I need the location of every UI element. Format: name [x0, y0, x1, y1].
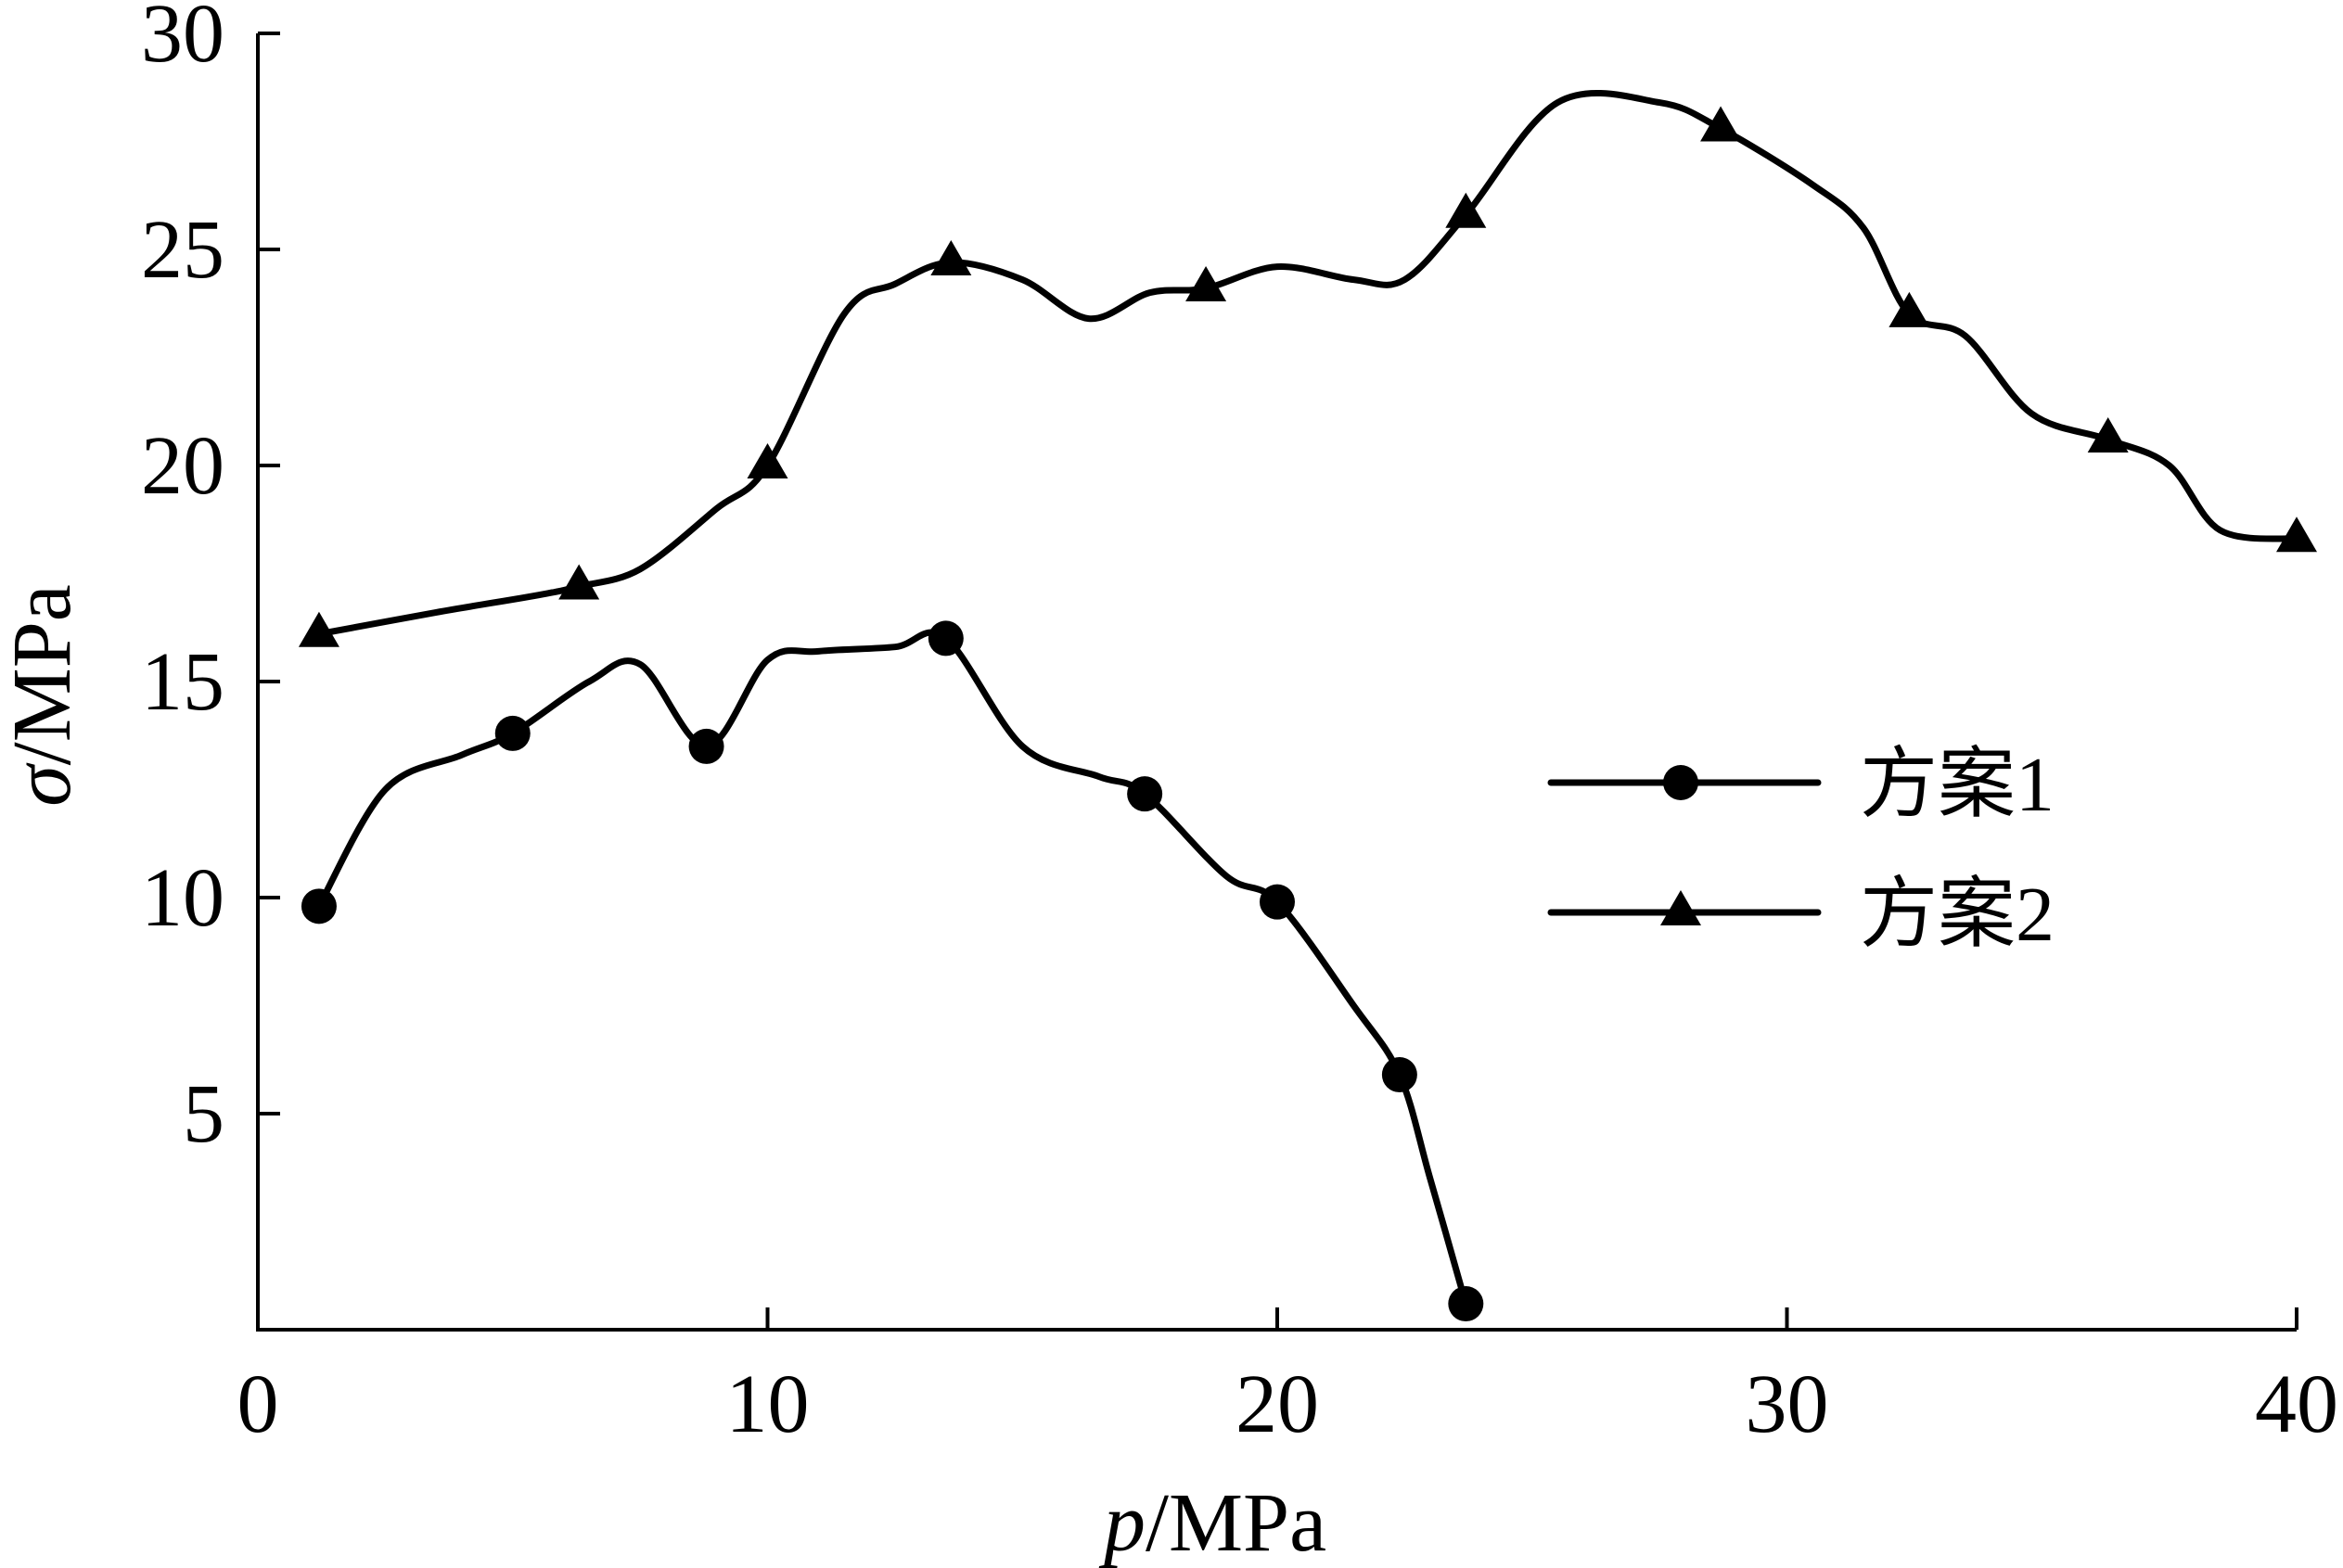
plot-area — [298, 89, 2317, 1322]
x-axis-label-symbol: p — [1098, 1477, 1146, 1568]
series-2-line — [315, 89, 2300, 638]
x-axis-label-unit: /MPa — [1146, 1477, 1326, 1568]
y-tick-label: 25 — [141, 204, 224, 296]
axis-lines — [256, 33, 2297, 1332]
legend-item-series-1: 方案1 — [1547, 742, 2055, 828]
legend-item-series-2: 方案2 — [1547, 872, 2055, 958]
x-ticks: 0 10 20 30 40 — [237, 1307, 2338, 1450]
data-point-triangle — [1888, 291, 1930, 327]
y-tick-label: 5 — [183, 1068, 224, 1160]
data-point-triangle — [2276, 516, 2317, 553]
y-ticks: 5 10 15 20 25 30 — [141, 0, 280, 1160]
data-point-triangle — [558, 564, 600, 600]
x-tick-label: 0 — [237, 1358, 279, 1450]
data-point-triangle — [2087, 417, 2129, 453]
y-tick-label: 10 — [141, 852, 224, 944]
data-point-triangle — [1185, 265, 1227, 301]
data-point-circle — [1260, 884, 1295, 920]
axes — [256, 33, 2297, 1332]
y-tick-label: 20 — [141, 420, 224, 512]
x-tick-label: 10 — [726, 1358, 810, 1450]
y-tick-label: 30 — [141, 0, 224, 80]
series-1 — [301, 620, 1484, 1322]
data-point-circle — [1448, 1286, 1484, 1322]
y-axis-label-symbol: σ — [0, 762, 88, 807]
data-point-triangle — [747, 443, 788, 478]
data-point-circle — [1381, 1057, 1417, 1093]
data-point-triangle — [1700, 106, 1742, 142]
y-tick-label: 15 — [141, 636, 224, 728]
x-tick-label: 20 — [1236, 1358, 1319, 1450]
x-tick-label: 30 — [1746, 1358, 1829, 1450]
data-point-circle — [1127, 776, 1163, 812]
data-point-triangle — [1445, 192, 1487, 228]
y-axis-label: σ/MPa — [0, 584, 88, 806]
legend-label-series-1: 方案1 — [1860, 742, 2055, 828]
data-point-circle — [301, 888, 337, 924]
series-1-line — [315, 629, 1469, 1307]
y-axis-label-unit: /MPa — [0, 584, 88, 765]
data-point-circle — [688, 728, 724, 764]
data-point-circle — [928, 620, 964, 657]
legend-circle-marker — [1663, 765, 1698, 800]
series-2 — [298, 89, 2317, 647]
data-point-triangle — [298, 611, 339, 647]
data-point-circle — [494, 715, 531, 751]
legend-triangle-marker — [1660, 890, 1701, 925]
legend-label-series-2: 方案2 — [1860, 872, 2055, 958]
legend: 方案1 方案2 — [1547, 742, 2055, 958]
x-tick-label: 40 — [2255, 1358, 2338, 1450]
data-point-triangle — [930, 239, 972, 275]
x-axis-label: p/MPa — [1098, 1477, 1326, 1568]
